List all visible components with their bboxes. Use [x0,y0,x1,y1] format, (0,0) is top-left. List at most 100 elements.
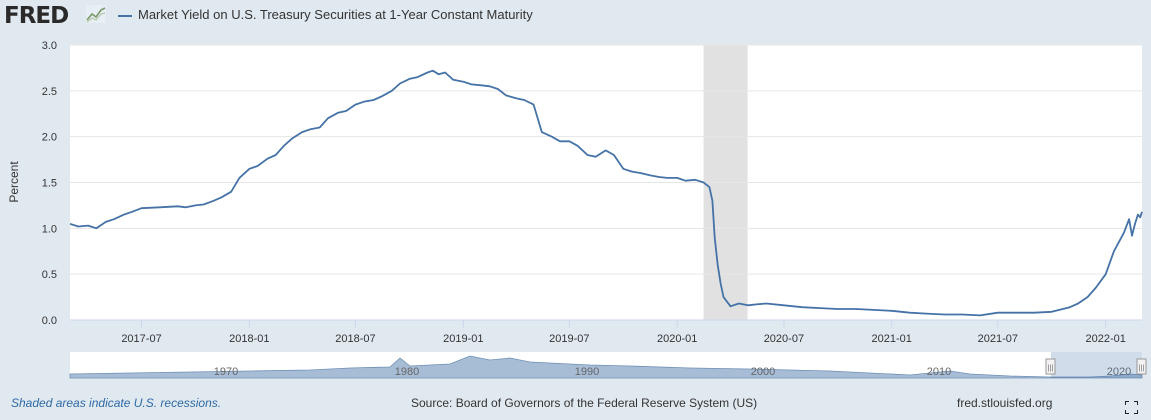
range-navigator[interactable]: 1970 1980 1990 2000 2010 2020 ||| ||| [69,352,1147,379]
navigator-right-handle[interactable]: ||| [1136,358,1147,375]
legend-series-label[interactable]: Market Yield on U.S. Treasury Securities… [138,7,533,22]
data-point[interactable] [567,139,571,143]
data-point[interactable] [683,178,687,182]
data-point[interactable] [854,307,858,311]
data-point[interactable] [265,156,269,160]
data-point[interactable] [647,173,651,177]
data-point[interactable] [594,155,598,159]
data-point[interactable] [76,224,80,228]
data-point[interactable] [380,94,384,98]
data-point[interactable] [871,308,875,312]
data-point[interactable] [924,311,928,315]
data-point[interactable] [344,109,348,113]
data-point[interactable] [211,199,215,203]
data-point[interactable] [701,180,705,184]
data-point[interactable] [575,144,579,148]
data-point[interactable] [220,195,224,199]
data-point[interactable] [978,313,982,317]
data-point[interactable] [629,169,633,173]
data-point[interactable] [1130,233,1134,237]
data-point[interactable] [604,148,608,152]
data-point[interactable] [639,171,643,175]
data-point[interactable] [469,82,473,86]
data-point[interactable] [1076,301,1080,305]
data-point[interactable] [479,83,483,87]
data-point[interactable] [308,127,312,131]
data-point[interactable] [1032,310,1036,314]
data-point[interactable] [390,89,394,93]
data-point[interactable] [996,310,1000,314]
data-point[interactable] [229,189,233,193]
data-point[interactable] [754,302,758,306]
site-link[interactable]: fred.stlouisfed.org [957,396,1053,410]
data-point[interactable] [818,306,822,310]
data-point[interactable] [782,303,786,307]
data-point[interactable] [585,153,589,157]
data-point[interactable] [104,220,108,224]
data-point[interactable] [496,87,500,91]
data-point[interactable] [540,130,544,134]
data-point[interactable] [665,176,669,180]
data-point[interactable] [746,303,750,307]
data-point[interactable] [713,235,717,239]
data-point[interactable] [371,98,375,102]
data-point[interactable] [290,136,294,140]
data-point[interactable] [1133,222,1137,226]
navigator-selected-range[interactable] [1051,352,1142,378]
data-point[interactable] [112,217,116,221]
fred-logo[interactable]: FRED [4,3,69,29]
data-point[interactable] [504,93,508,97]
data-point[interactable] [326,116,330,120]
data-point[interactable] [1122,231,1126,235]
data-point[interactable] [398,81,402,85]
data-point[interactable] [693,178,697,182]
data-point[interactable] [675,176,679,180]
data-point[interactable] [443,70,447,74]
data-point[interactable] [908,310,912,314]
data-point[interactable] [436,72,440,76]
data-point[interactable] [237,176,241,180]
data-point[interactable] [558,139,562,143]
data-point[interactable] [407,77,411,81]
data-point[interactable] [514,96,518,100]
data-point[interactable] [1093,286,1097,290]
data-point[interactable] [255,164,259,168]
data-point[interactable] [415,75,419,79]
data-point[interactable] [800,305,804,309]
data-point[interactable] [361,100,365,104]
data-point[interactable] [721,295,725,299]
data-point[interactable] [1050,310,1054,314]
data-point[interactable] [1068,305,1072,309]
data-point[interactable] [201,202,205,206]
data-point[interactable] [274,153,278,157]
data-point[interactable] [431,68,435,72]
data-point[interactable] [94,226,98,230]
data-point[interactable] [1138,215,1142,219]
data-point[interactable] [960,312,964,316]
series-layer[interactable] [68,68,1144,317]
data-point[interactable] [184,205,188,209]
data-point[interactable] [139,206,143,210]
data-point[interactable] [1140,210,1144,214]
data-point[interactable] [1014,310,1018,314]
data-point[interactable] [487,84,491,88]
data-point[interactable] [193,203,197,207]
data-point[interactable] [1103,272,1107,276]
data-point[interactable] [176,204,180,208]
data-point[interactable] [68,222,72,226]
data-point[interactable] [300,130,304,134]
data-point[interactable] [764,301,768,305]
data-point[interactable] [550,134,554,138]
data-point[interactable] [157,205,161,209]
series-line-0[interactable] [69,69,1143,317]
data-point[interactable] [621,167,625,171]
data-point[interactable] [836,307,840,311]
data-point[interactable] [612,153,616,157]
data-point[interactable] [282,144,286,148]
navigator-left-handle[interactable]: ||| [1045,358,1056,375]
data-point[interactable] [728,304,732,308]
data-point[interactable] [522,98,526,102]
data-point[interactable] [531,102,535,106]
data-point[interactable] [317,125,321,129]
data-point[interactable] [718,281,722,285]
